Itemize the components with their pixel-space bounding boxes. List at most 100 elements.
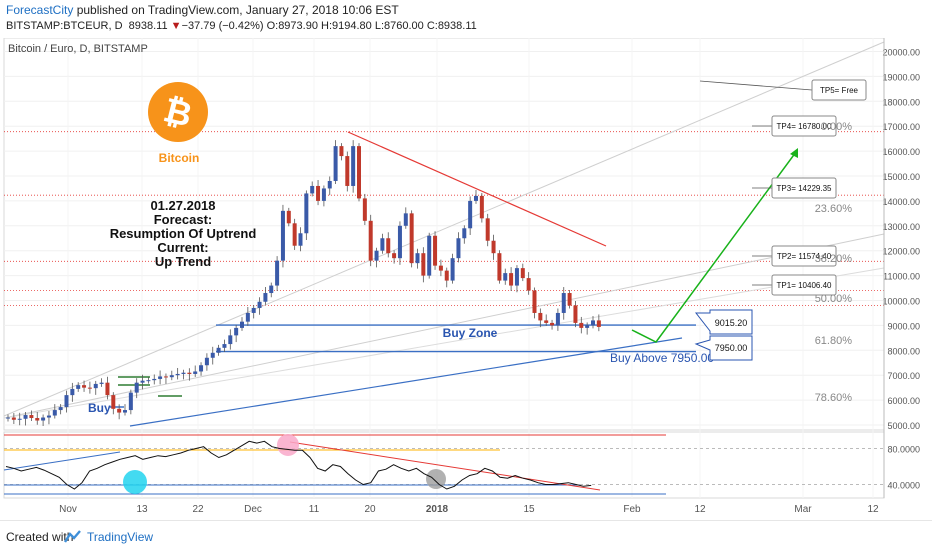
candle-up — [380, 238, 385, 251]
price-tick-label: 14000.00 — [882, 197, 920, 207]
time-tick-label: Mar — [794, 504, 812, 515]
fib-236: 23.60% — [815, 203, 853, 215]
candle-up — [76, 385, 81, 389]
candle-up — [128, 392, 133, 411]
candle-up — [456, 238, 461, 259]
candle-up — [503, 273, 508, 281]
tradingview-link[interactable]: TradingView — [87, 530, 154, 544]
grid-lines — [4, 38, 884, 498]
chart-header: ForecastCity published on TradingView.co… — [0, 0, 932, 38]
candle-up — [327, 180, 332, 189]
fib-786: 78.60% — [815, 392, 853, 404]
candle-up — [17, 418, 22, 420]
candle-up — [204, 357, 209, 366]
candle-up — [6, 417, 10, 419]
candle-up — [175, 373, 180, 376]
candle-down — [544, 320, 549, 323]
candle-up — [123, 410, 127, 413]
tp4-callout: TP4= 16780.00 — [771, 115, 837, 137]
candle-up — [561, 293, 566, 313]
bitcoin-logo: ₿ Bitcoin — [148, 82, 208, 165]
candle-up — [280, 210, 285, 261]
candle-up — [427, 235, 432, 276]
fib-618: 61.80% — [815, 335, 853, 347]
candle-down — [368, 220, 373, 261]
candle-up — [374, 250, 379, 261]
channel-upper-line — [3, 41, 885, 417]
zone-bottom-value: 7950.00 — [715, 343, 748, 353]
support-trend-line — [129, 337, 683, 427]
candle-up — [415, 253, 420, 264]
candle-up — [41, 417, 46, 421]
candle-down — [392, 253, 397, 259]
rsi-line — [5, 440, 592, 490]
candle-down — [567, 293, 572, 306]
time-tick-label: 12 — [867, 504, 879, 515]
chart-title: Bitcoin / Euro, D, BITSTAMP — [8, 43, 148, 55]
tp4-label: TP4= 16780.00 — [777, 122, 832, 131]
price-tick-label: 8000.00 — [887, 346, 920, 356]
candle-up — [351, 146, 356, 186]
rsi-support-line — [3, 451, 121, 471]
price-tick-label: 13000.00 — [882, 222, 920, 232]
rsi-oversold-marker — [123, 470, 147, 494]
candle-up — [333, 146, 338, 181]
candle-up — [181, 372, 186, 374]
candle-down — [433, 235, 438, 266]
forecast-line-3: Resumption Of Uptrend — [110, 226, 257, 241]
candle-down — [509, 273, 514, 286]
candle-down — [573, 305, 578, 323]
time-tick-label: 2018 — [426, 504, 449, 515]
ohlc-values: O:8973.90 H:9194.80 L:8760.00 C:8938.11 — [266, 20, 477, 32]
candle-up — [263, 293, 268, 302]
forecast-line-2: Forecast: — [154, 212, 213, 227]
candle-up — [169, 375, 174, 378]
candle-down — [82, 385, 87, 388]
candle-down — [163, 376, 168, 378]
candle-up — [591, 320, 595, 326]
tp2-callout: TP2= 11574.40 — [771, 245, 837, 267]
forecast-line-5: Up Trend — [155, 254, 211, 269]
price-tick-label: 20000.00 — [882, 48, 920, 58]
price-axis[interactable]: 5000.00 6000.00 7000.00 8000.00 9000.00 10000… — [882, 38, 920, 498]
price-chart[interactable]: 5000.00 6000.00 7000.00 8000.00 9000.00 10000… — [0, 38, 932, 520]
candle-up — [158, 376, 163, 379]
fib-0: 0.00% — [821, 121, 852, 133]
price-tick-label: 12000.00 — [882, 247, 920, 257]
time-tick-label: 22 — [192, 504, 204, 515]
candle-up — [474, 195, 478, 201]
candle-down — [438, 265, 443, 271]
fib-50: 50.00% — [815, 293, 853, 305]
symbol-name: BITSTAMP:BTCEUR, D — [6, 20, 123, 32]
candle-up — [403, 213, 408, 226]
bitcoin-logo-label: Bitcoin — [159, 151, 200, 165]
channel-lower-line — [3, 267, 885, 419]
rsi-tick-label: 40.0000 — [887, 481, 920, 491]
candle-up — [269, 285, 274, 294]
candle-up — [193, 371, 198, 374]
price-tick-label: 19000.00 — [882, 72, 920, 82]
candle-down — [532, 290, 537, 313]
fib-382: 38.20% — [815, 253, 853, 265]
time-tick-label: 20 — [364, 504, 376, 515]
candle-down — [11, 417, 16, 420]
candle-down — [491, 240, 496, 254]
tradingview-logo-icon — [64, 530, 81, 543]
tp2-label: TP2= 11574.40 — [777, 252, 832, 261]
tp3-callout: TP3= 14229.35 — [771, 177, 837, 199]
candle-down — [550, 322, 555, 326]
candle-up — [310, 185, 315, 194]
candle-up — [245, 312, 250, 322]
time-tick-label: 13 — [136, 504, 148, 515]
price-change: −37.79 (−0.42%) — [181, 20, 264, 32]
time-tick-label: 11 — [309, 504, 320, 515]
forecast-line-4: Current: — [157, 240, 208, 255]
candle-up — [216, 347, 221, 353]
candle-down — [409, 213, 414, 264]
time-axis[interactable]: Nov 13 22 Dec 11 20 2018 15 Feb 12 Mar 12 — [59, 504, 879, 515]
candle-down — [386, 238, 391, 254]
time-tick-label: Dec — [244, 504, 262, 515]
candle-down — [117, 408, 122, 413]
price-tick-label: 15000.00 — [882, 172, 920, 182]
author-link[interactable]: ForecastCity — [6, 3, 74, 17]
